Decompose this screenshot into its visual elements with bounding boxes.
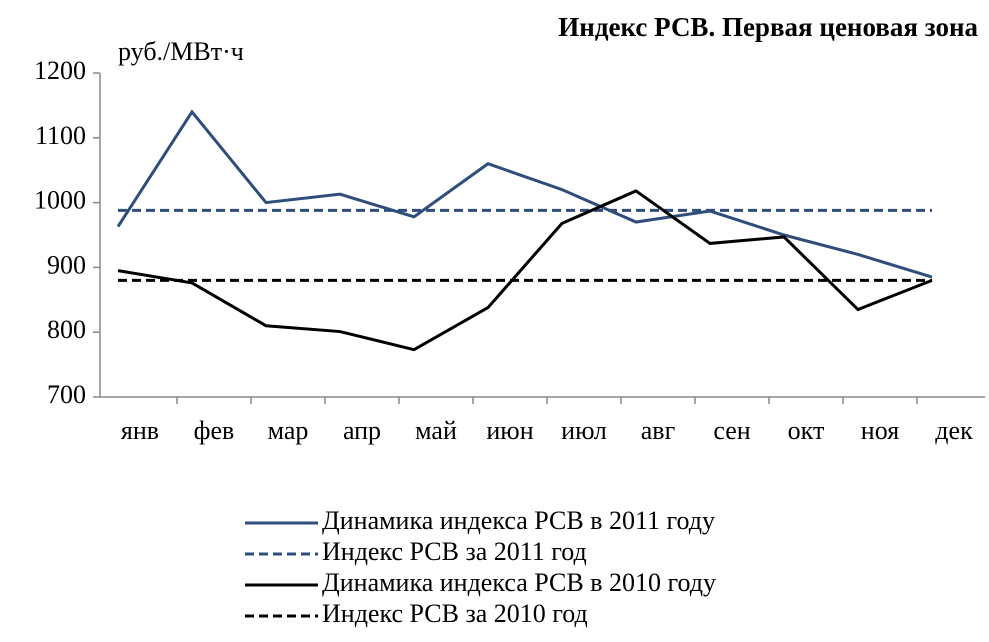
x-tick-label: янв [121,416,159,445]
x-tick-label: дек [935,416,973,445]
x-tick-label: апр [343,416,381,445]
x-tick-label: июл [561,416,607,445]
x-tick-label: июн [486,416,533,445]
chart-title: Индекс РСВ. Первая ценовая зона [558,12,978,42]
x-tick-label: авг [641,416,675,445]
x-tick-label: окт [788,416,825,445]
legend-label: Динамика индекса РСВ в 2010 году [322,568,716,597]
y-tick-label: 1200 [34,56,86,85]
x-tick-label: фев [194,416,235,445]
series-line [116,109,933,279]
x-tick-label: мар [268,416,309,445]
y-axis-label: руб./МВт·ч [118,37,244,66]
y-tick-label: 1000 [34,186,86,215]
y-tick-label: 1100 [35,121,86,150]
legend-label: Динамика индекса РСВ в 2011 году [322,506,715,535]
y-tick-label: 900 [47,250,86,279]
y-tick-label: 800 [47,315,86,344]
series-line [117,189,933,352]
x-tick-label: ноя [861,416,899,445]
x-tick-label: сен [713,416,750,445]
y-tick-label: 700 [47,380,86,409]
legend-label: Индекс РСВ за 2010 год [322,599,588,628]
x-tick-label: май [415,416,457,445]
legend-label: Индекс РСВ за 2011 год [322,537,587,566]
